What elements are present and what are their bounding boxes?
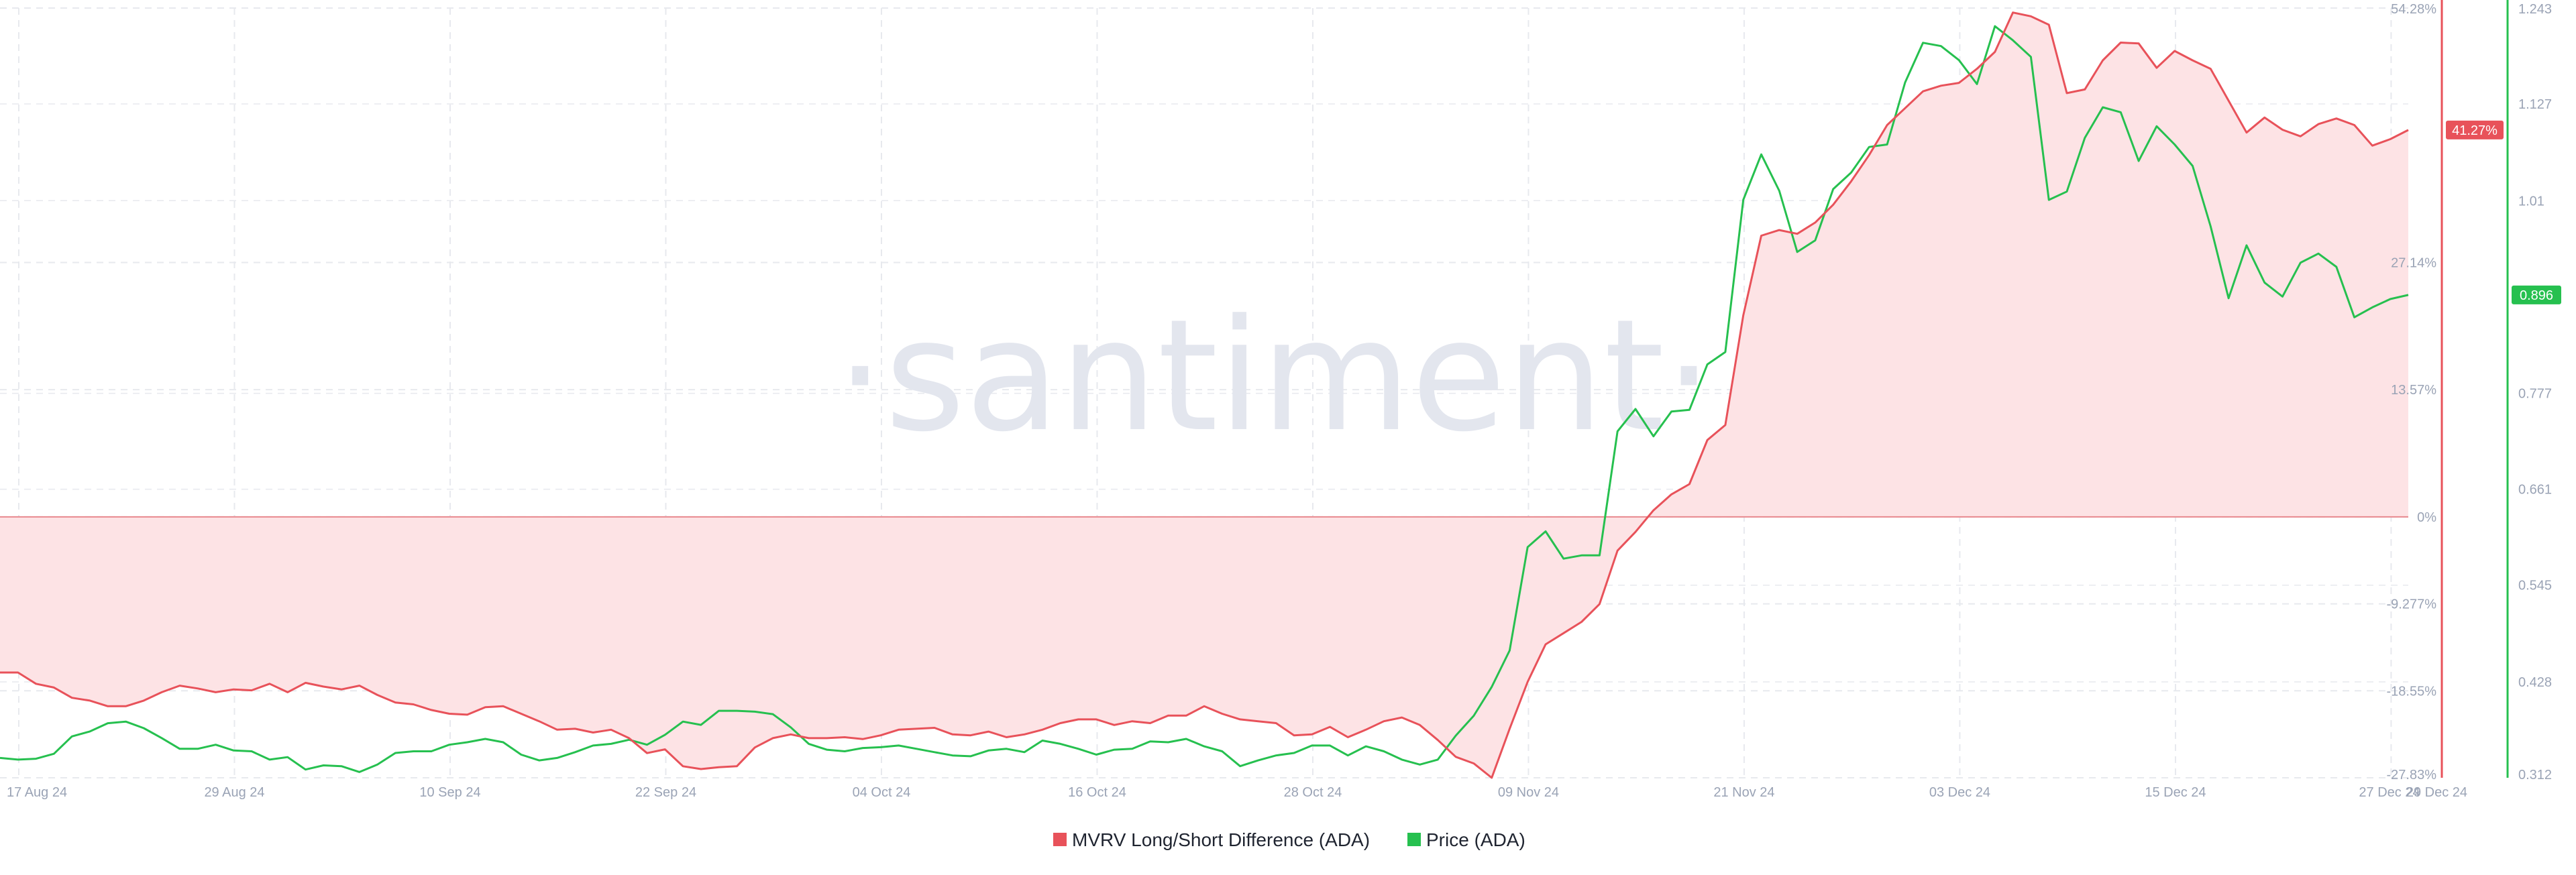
x-tick-label: 10 Sep 24 — [419, 785, 480, 800]
y-right-tick-label: 1.243 — [2518, 2, 2552, 17]
y-right-tick-label: 1.127 — [2518, 97, 2552, 112]
x-tick-label: 22 Sep 24 — [635, 785, 696, 800]
price-last-value-badge: 0.896 — [2512, 285, 2561, 304]
series-lines — [0, 11, 2409, 779]
mvrv-last-value-badge-bg — [2446, 120, 2504, 139]
y-right-tick-label: 0.312 — [2518, 768, 2552, 782]
mvrv-area-fill — [0, 12, 2408, 778]
price-line — [0, 25, 2409, 773]
x-tick-label: 28 Oct 24 — [1284, 785, 1342, 800]
x-tick-label: 09 Nov 24 — [1498, 785, 1559, 800]
y-right-tick-label: 0.545 — [2518, 579, 2552, 593]
y-left-tick-label: 54.28% — [2391, 2, 2436, 17]
santiment-watermark: ·santiment· — [836, 287, 1713, 466]
price-last-value-badge-text: 0.896 — [2520, 288, 2553, 303]
y-right-tick-label: 0.777 — [2518, 387, 2552, 402]
x-tick-label: 16 Oct 24 — [1068, 785, 1126, 800]
x-tick-label: 29 Aug 24 — [204, 785, 264, 800]
x-tick-label: 17 Aug 24 — [7, 785, 67, 800]
legend-swatch-mvrv — [1053, 833, 1067, 846]
x-tick-label: 03 Dec 24 — [1929, 785, 1990, 800]
x-tick-label: 21 Nov 24 — [1713, 785, 1774, 800]
x-tick-label: 15 Dec 24 — [2145, 785, 2206, 800]
y-left-tick-label: -9.277% — [2387, 597, 2437, 612]
y-right-tick-label: 0.428 — [2518, 675, 2552, 690]
legend-label-mvrv[interactable]: MVRV Long/Short Difference (ADA) — [1072, 829, 1370, 850]
x-tick-label: 27 Dec 24 — [2359, 785, 2420, 800]
price-last-value-badge-bg — [2512, 285, 2561, 304]
x-tick-label: 04 Oct 24 — [853, 785, 911, 800]
y-right-tick-label: 1.01 — [2518, 194, 2544, 209]
axes: -27.83% -18.55% -9.277% 0% 13.57% 27.14% 54.28… — [7, 0, 2561, 800]
y-left-tick-label: 27.14% — [2391, 255, 2436, 270]
mvrv-line — [0, 11, 2409, 779]
y-right-tick-label: 0.661 — [2518, 483, 2552, 498]
y-left-tick-label: 0% — [2417, 510, 2436, 525]
y-left-tick-label: -27.83% — [2387, 768, 2437, 782]
legend-label-price[interactable]: Price (ADA) — [1426, 829, 1525, 850]
legend-swatch-price — [1407, 833, 1421, 846]
y-left-tick-label: 13.57% — [2391, 383, 2436, 398]
mvrv-last-value-badge: 41.27% — [2446, 120, 2504, 139]
mvrv-area — [0, 12, 2408, 778]
legend: MVRV Long/Short Difference (ADA) Price (… — [1053, 829, 1525, 850]
y-left-tick-label: -18.55% — [2387, 684, 2437, 699]
mvrv-last-value-badge-text: 41.27% — [2452, 123, 2498, 138]
x-tick-label: 29 Dec 24 — [2406, 785, 2467, 800]
